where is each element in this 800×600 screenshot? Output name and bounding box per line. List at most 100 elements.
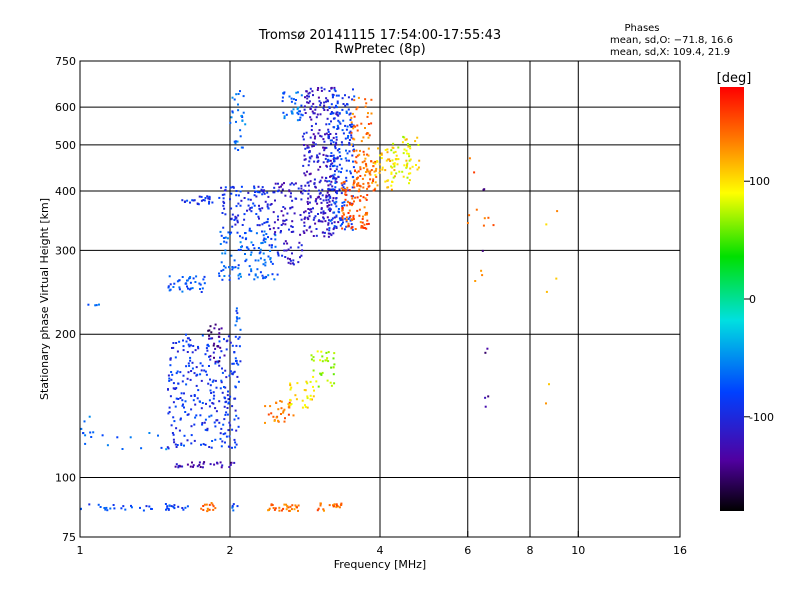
data-point — [129, 436, 132, 439]
data-point — [184, 400, 187, 403]
data-point — [344, 104, 347, 107]
data-point — [280, 400, 283, 403]
data-point — [263, 258, 266, 261]
data-point — [220, 350, 223, 353]
data-point — [208, 355, 210, 358]
data-point — [181, 276, 184, 278]
data-point — [189, 276, 192, 278]
data-point — [308, 189, 310, 192]
data-point — [215, 410, 218, 413]
data-point — [190, 425, 193, 428]
data-point — [384, 180, 387, 183]
data-point — [323, 88, 326, 91]
data-point — [103, 507, 106, 509]
data-point — [309, 107, 312, 110]
data-point — [327, 134, 330, 137]
data-point — [250, 206, 253, 209]
data-point — [351, 197, 354, 200]
data-point — [173, 420, 176, 423]
data-point — [293, 508, 296, 511]
data-point — [193, 423, 196, 426]
data-point — [364, 213, 367, 216]
data-point — [198, 463, 201, 466]
data-point — [249, 253, 252, 256]
data-point — [325, 359, 328, 362]
data-point — [335, 177, 338, 180]
data-point — [321, 355, 324, 358]
data-point — [297, 110, 300, 113]
data-point — [393, 164, 396, 167]
data-point — [270, 203, 273, 205]
data-point — [205, 503, 208, 506]
data-point — [336, 149, 339, 152]
data-point — [299, 110, 301, 113]
data-point — [286, 257, 289, 260]
data-point — [229, 198, 231, 201]
data-point — [182, 508, 185, 511]
data-point — [218, 275, 221, 277]
data-point — [353, 186, 356, 189]
data-point — [309, 87, 312, 90]
data-point — [353, 179, 356, 182]
data-point — [202, 443, 205, 446]
data-point — [250, 241, 253, 244]
data-point — [344, 198, 347, 201]
data-point — [201, 364, 204, 367]
data-point — [237, 248, 240, 251]
data-point — [487, 395, 490, 398]
data-point — [264, 241, 267, 244]
data-point — [236, 221, 239, 224]
data-point — [312, 375, 315, 378]
data-point — [308, 201, 311, 204]
data-point — [366, 132, 369, 134]
data-point — [99, 506, 102, 508]
data-point — [267, 236, 269, 239]
data-point — [287, 406, 290, 409]
data-point — [200, 407, 203, 410]
data-point — [349, 112, 352, 115]
data-point — [289, 388, 292, 391]
data-point — [308, 100, 311, 103]
data-point — [322, 199, 325, 202]
data-point — [329, 183, 332, 186]
data-point — [171, 432, 174, 434]
data-point — [208, 365, 210, 367]
data-point — [214, 379, 217, 382]
data-point — [348, 189, 351, 192]
data-point — [340, 502, 343, 505]
data-cluster-28 — [390, 135, 412, 187]
data-point — [344, 137, 347, 140]
data-point — [270, 260, 273, 263]
data-point — [208, 399, 211, 402]
data-point — [175, 427, 178, 430]
data-point — [336, 128, 339, 130]
data-point — [292, 183, 295, 186]
y-tick-label: 750 — [55, 55, 76, 68]
data-point — [185, 383, 188, 386]
data-point — [175, 446, 178, 448]
data-point — [316, 154, 319, 157]
data-cluster-25 — [353, 153, 378, 192]
data-point — [224, 432, 227, 435]
data-point — [309, 225, 312, 228]
data-point — [273, 186, 276, 189]
data-point — [304, 158, 307, 161]
data-point — [190, 408, 193, 411]
data-point — [391, 180, 393, 183]
data-point — [203, 199, 206, 202]
data-point — [357, 184, 360, 187]
data-point — [390, 172, 393, 175]
data-point — [229, 395, 232, 398]
data-point — [239, 328, 242, 331]
data-point — [234, 142, 237, 145]
data-point — [246, 209, 248, 212]
data-point — [351, 226, 354, 229]
data-point — [314, 200, 317, 203]
data-point — [370, 169, 373, 171]
data-point — [289, 259, 292, 262]
data-point — [313, 160, 316, 163]
data-point — [209, 378, 211, 381]
chart-subtitle: RwPretec (8p) — [334, 42, 425, 57]
data-point — [380, 152, 383, 155]
data-point — [273, 419, 276, 422]
